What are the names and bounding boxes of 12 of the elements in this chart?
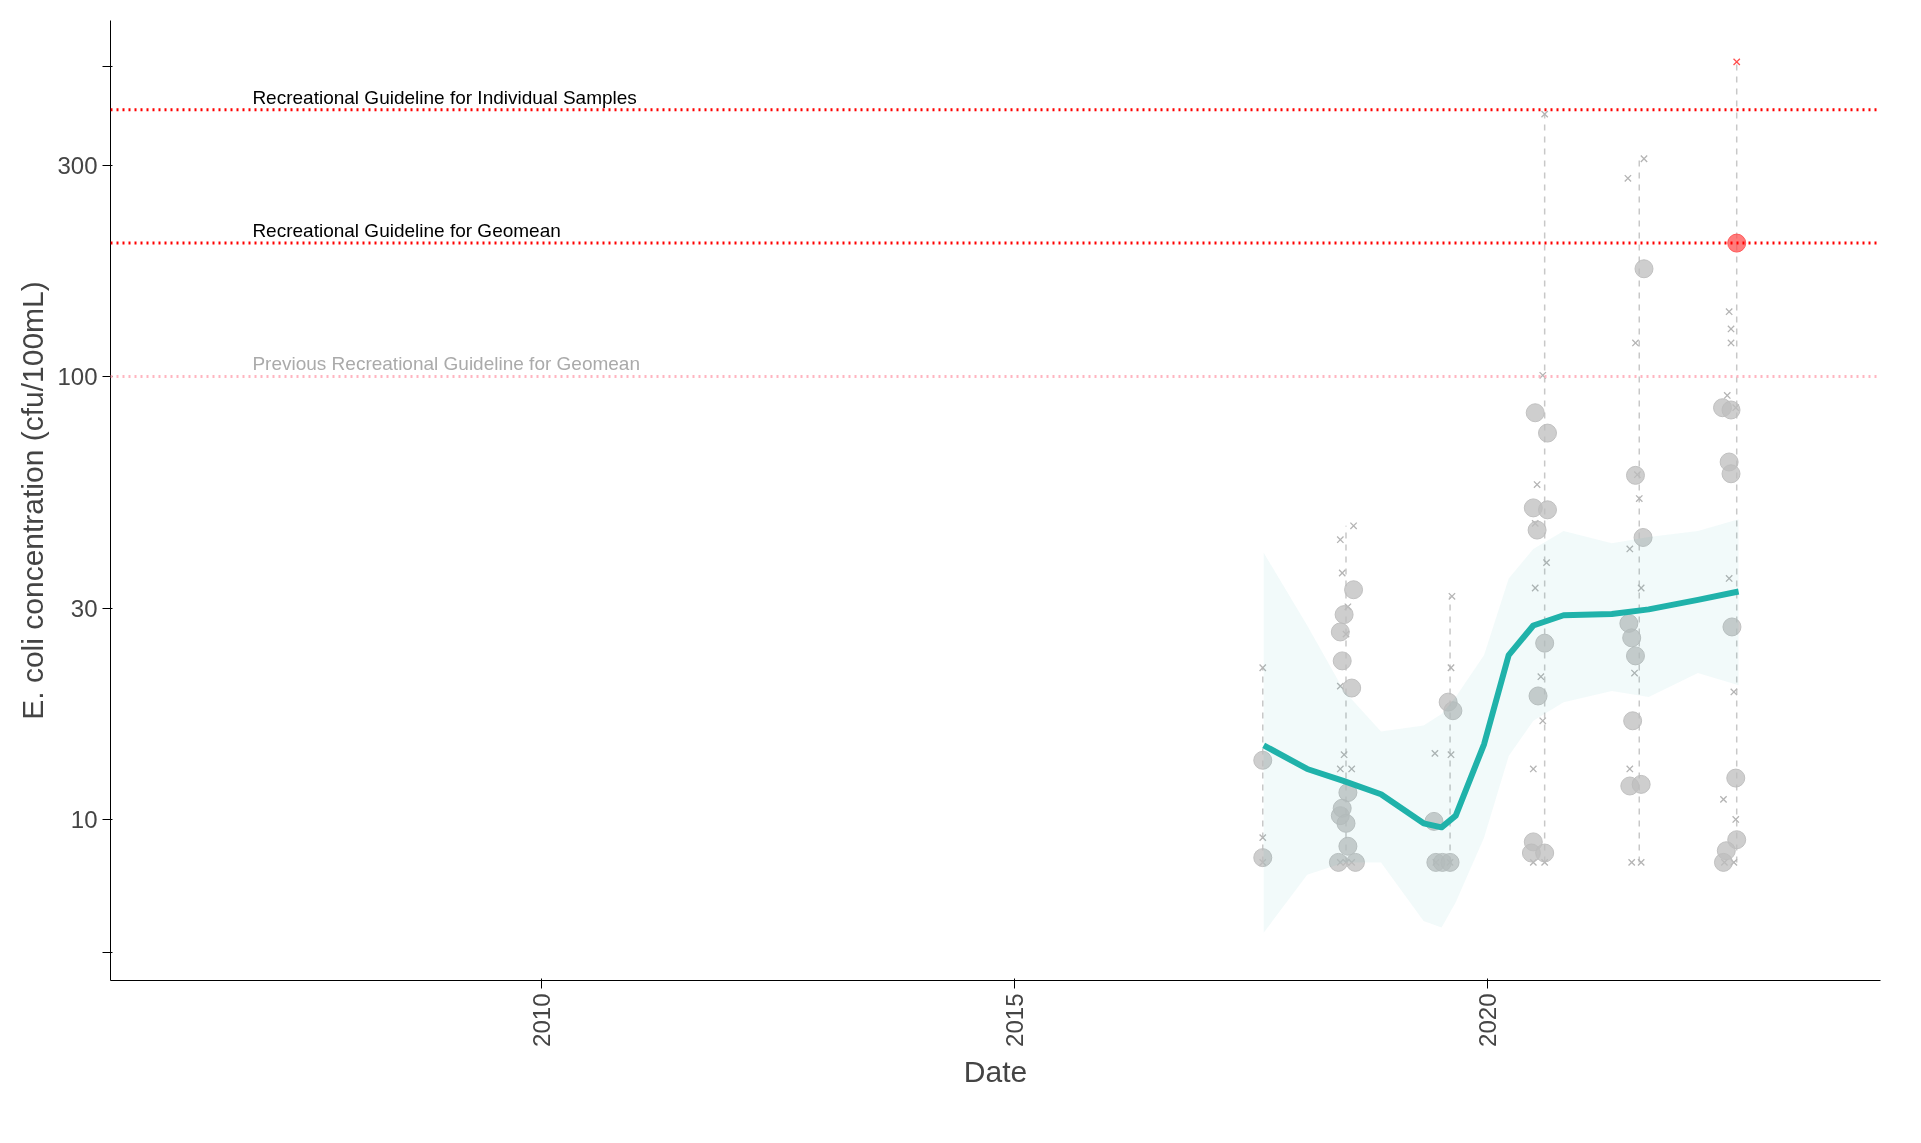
ref-line-label: Recreational Guideline for Geomean xyxy=(252,220,561,242)
x-tick-label: 2010 xyxy=(528,993,556,1047)
ref-line-label: Recreational Guideline for Individual Samples xyxy=(252,86,637,108)
x-axis-title: Date xyxy=(963,1054,1028,1088)
y-tick-label: 100 xyxy=(57,362,98,390)
y-tick-label: 300 xyxy=(57,151,98,179)
y-tick-label: 10 xyxy=(70,805,98,833)
ref-line-label: Previous Recreational Guideline for Geomean xyxy=(252,353,641,375)
x-tick-label: 2015 xyxy=(1001,993,1029,1047)
y-tick-label: 30 xyxy=(70,594,98,622)
x-tick-label: 2020 xyxy=(1474,993,1502,1047)
y-axis-title: E. coli concentration (cfu/100mL) xyxy=(16,281,50,720)
